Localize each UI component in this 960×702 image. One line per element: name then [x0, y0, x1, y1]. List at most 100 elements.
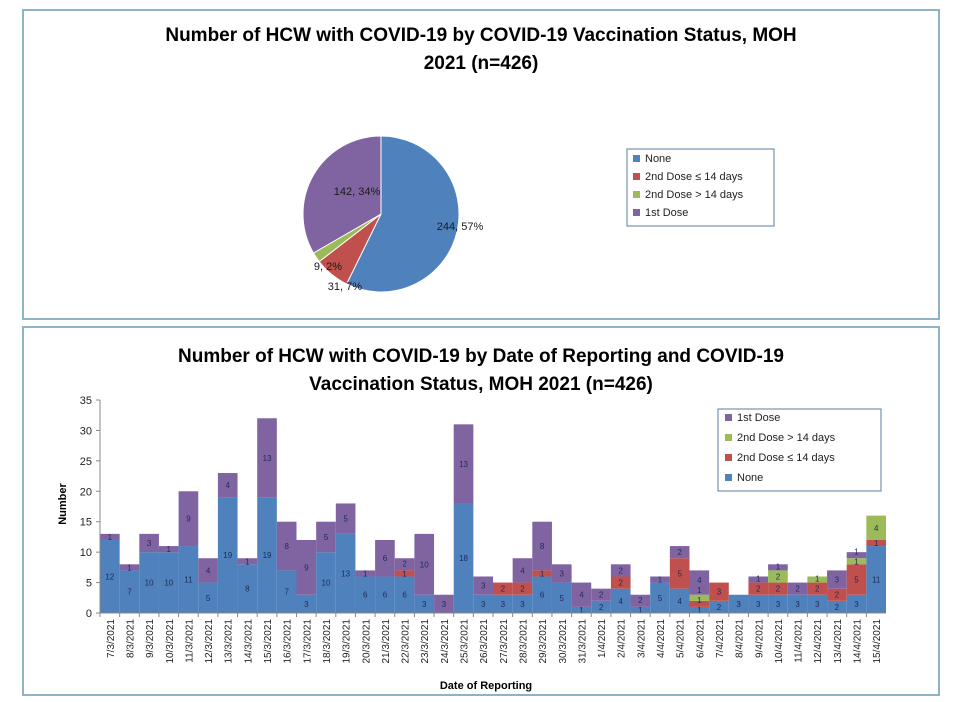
x-tick-label: 30/3/2021 — [558, 619, 569, 664]
bar-segment-1st-dose — [355, 570, 376, 577]
pie-slice-1st-dose — [302, 135, 382, 254]
x-tick-label: 10/4/2021 — [774, 619, 785, 664]
bar-segment-none — [316, 552, 336, 613]
bar-data-label: 6 — [383, 591, 388, 600]
bar-chart: Number of HCW with COVID-19 by Date of R… — [57, 346, 886, 692]
bar-data-label: 1 — [127, 563, 132, 572]
bar-data-label: 1 — [108, 533, 113, 542]
bar-data-label: 6 — [540, 591, 545, 600]
bar-data-label: 3 — [835, 576, 840, 585]
x-tick-label: 1/4/2021 — [597, 619, 608, 658]
legend-swatch-2nd-dose-gt-14-days — [725, 434, 732, 441]
bar-data-label: 1 — [697, 596, 702, 605]
bar-data-label: 2 — [795, 585, 800, 594]
pie-label-1st-dose: 142, 34% — [334, 186, 381, 198]
bar-segment-1st-dose — [630, 594, 651, 607]
bar-data-label: 3 — [442, 600, 447, 609]
bar-segment-2nd-dose-gt-14-days — [846, 558, 867, 565]
bar-segment-2nd-dose-le-14-days — [610, 576, 631, 589]
x-tick-label: 4/4/2021 — [656, 619, 667, 658]
x-tick-label: 23/3/2021 — [420, 619, 431, 664]
bar-segment-none — [119, 570, 140, 613]
bar-segment-none — [532, 576, 552, 613]
x-tick-label: 28/3/2021 — [518, 619, 529, 664]
bar-title-line-2: Vaccination Status, MOH 2021 (n=426) — [309, 374, 653, 395]
legend-label-1st-dose: 1st Dose — [737, 412, 780, 424]
bar-segment-none — [650, 582, 670, 613]
x-tick-label: 13/4/2021 — [833, 619, 844, 664]
bar-segment-none — [158, 552, 179, 613]
bar-segment-2nd-dose-le-14-days — [532, 570, 552, 577]
bar-data-label: 1 — [540, 569, 545, 578]
bar-segment-1st-dose — [846, 552, 867, 559]
bar-segment-none — [827, 600, 847, 613]
x-tick-label: 6/4/2021 — [695, 619, 706, 658]
bar-segment-1st-dose — [375, 539, 395, 577]
pie-label-none: 244, 57% — [437, 221, 484, 233]
bar-data-label: 11 — [872, 576, 881, 585]
pie-slice-none — [345, 135, 460, 293]
legend-label-2nd-dose-gt-14-days: 2nd Dose > 14 days — [737, 432, 836, 444]
bar-segment-2nd-dose-gt-14-days — [807, 576, 828, 583]
bar-data-label: 10 — [322, 579, 331, 588]
bar-segment-none — [846, 594, 867, 613]
bar-data-label: 1 — [854, 557, 859, 566]
y-tick-label: 15 — [80, 517, 92, 529]
bar-data-label: 5 — [854, 576, 859, 585]
bar-segment-2nd-dose-le-14-days — [807, 582, 828, 595]
bar-segment-1st-dose — [296, 539, 317, 595]
bar-data-label: 2 — [599, 591, 604, 600]
bar-data-label: 3 — [147, 539, 152, 548]
bar-segment-1st-dose — [414, 533, 435, 595]
bar-segment-2nd-dose-le-14-days — [512, 582, 533, 595]
bar-segment-none — [237, 564, 258, 613]
bar-segment-1st-dose — [217, 473, 238, 498]
bar-segment-1st-dose — [276, 521, 297, 571]
bar-data-label: 4 — [225, 481, 230, 490]
bar-chart-panel: Number of HCW with COVID-19 by Date of R… — [22, 326, 940, 696]
legend-swatch-none — [633, 155, 640, 162]
x-tick-label: 18/3/2021 — [322, 619, 333, 664]
pie-chart-panel: Number of HCW with COVID-19 by COVID-19 … — [22, 9, 940, 320]
x-tick-label: 7/3/2021 — [106, 619, 117, 658]
bar-data-label: 3 — [501, 600, 506, 609]
bar-data-label: 1 — [402, 569, 407, 578]
bar-data-label: 5 — [560, 594, 565, 603]
x-axis-label: Date of Reporting — [440, 680, 532, 692]
bar-data-label: 5 — [677, 569, 682, 578]
x-tick-label: 13/3/2021 — [224, 619, 235, 664]
bar-data-label: 1 — [363, 569, 368, 578]
x-tick-label: 15/3/2021 — [263, 619, 274, 664]
bar-segment-none — [139, 552, 159, 613]
bar-segment-1st-dose — [178, 491, 199, 547]
bar-segment-1st-dose — [748, 576, 769, 583]
bar-segment-none — [591, 600, 611, 613]
x-tick-label: 9/3/2021 — [145, 619, 156, 658]
bar-data-label: 13 — [341, 569, 350, 578]
bar-data-label: 4 — [618, 597, 623, 606]
bar-data-label: 2 — [756, 585, 761, 594]
bar-data-label: 3 — [560, 569, 565, 578]
bar-data-label: 18 — [459, 554, 468, 563]
bar-segment-1st-dose — [453, 424, 474, 504]
bar-data-label: 13 — [263, 454, 272, 463]
pie-label-2nd-dose-gt-14-days: 9, 2% — [314, 261, 342, 273]
bar-segment-1st-dose — [316, 521, 336, 553]
bar-title-line-1: Number of HCW with COVID-19 by Date of R… — [178, 346, 784, 367]
x-tick-label: 26/3/2021 — [479, 619, 490, 664]
bar-data-label: 2 — [776, 572, 781, 581]
bar-data-label: 6 — [363, 591, 368, 600]
bar-data-label: 3 — [717, 588, 722, 597]
bar-data-label: 12 — [105, 572, 114, 581]
bar-segment-1st-dose — [610, 564, 631, 577]
bar-data-label: 1 — [697, 586, 702, 595]
x-tick-label: 14/3/2021 — [243, 619, 254, 664]
legend-swatch-2nd-dose-le-14-days — [725, 454, 732, 461]
bar-segment-1st-dose — [100, 533, 120, 540]
bar-segment-1st-dose — [237, 558, 258, 565]
bar-segment-1st-dose — [669, 546, 690, 559]
legend-label-none: None — [737, 472, 763, 484]
x-tick-label: 19/3/2021 — [342, 619, 353, 664]
pie-chart: Number of HCW with COVID-19 by COVID-19 … — [165, 25, 796, 293]
bar-segment-1st-dose — [571, 582, 592, 607]
